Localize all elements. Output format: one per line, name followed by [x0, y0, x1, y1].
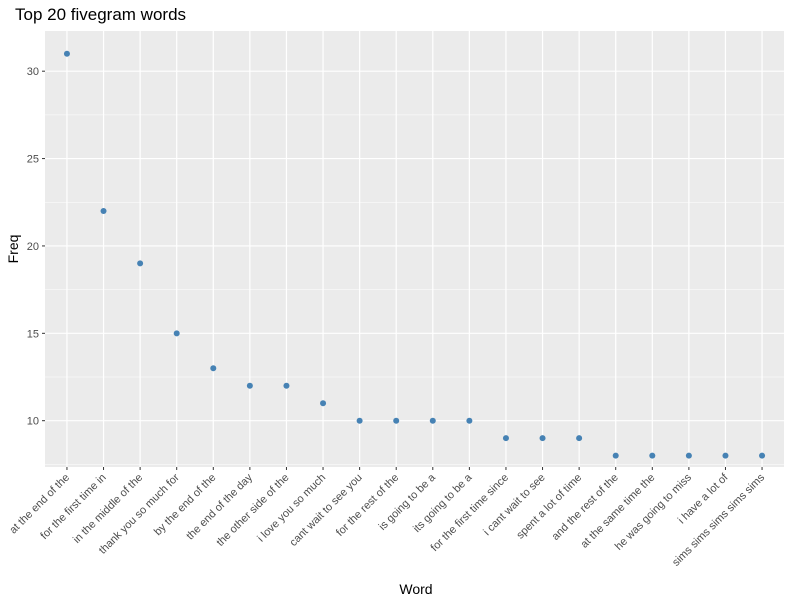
x-tick-label: spent a lot of time [514, 472, 584, 542]
data-point [649, 452, 656, 459]
data-point [137, 260, 144, 267]
major-grid [45, 31, 784, 467]
data-point [283, 382, 290, 389]
data-point [173, 330, 180, 337]
data-point [393, 417, 400, 424]
y-tick-label: 20 [27, 241, 39, 253]
data-point [466, 417, 473, 424]
x-tick-label: at the end of the [7, 472, 72, 537]
data-point [320, 400, 327, 407]
x-tick-label: in the middle of the [71, 472, 145, 546]
data-point [502, 435, 509, 442]
data-point [612, 452, 619, 459]
data-point [356, 417, 363, 424]
minor-grid [45, 114, 784, 465]
y-tick-label: 10 [27, 416, 39, 428]
x-tick-label: i love you so much [255, 472, 328, 545]
x-tick-label: i cant wait to see [481, 472, 547, 538]
data-point [100, 207, 107, 214]
data-point [210, 365, 217, 372]
y-tick-label: 15 [27, 328, 39, 340]
data-point [63, 50, 70, 57]
data-point [576, 435, 583, 442]
plot-panel [45, 31, 784, 467]
data-point [246, 382, 253, 389]
data-point [685, 452, 692, 459]
x-tick-label: the end of the day [184, 471, 255, 542]
x-tick-label: by the end of the [152, 472, 218, 538]
y-axis-title: Freq [5, 235, 21, 264]
x-tick-label: for the first time in [38, 472, 108, 542]
y-tick-label: 25 [27, 154, 39, 166]
y-axis: 10 15 20 25 30 [27, 66, 45, 428]
chart-title: Top 20 fivegram words [15, 5, 186, 24]
x-tick-label: and the rest of the [550, 472, 621, 543]
data-points [63, 50, 766, 459]
data-point [429, 417, 436, 424]
y-tick-label: 30 [27, 66, 39, 78]
x-tick-label: for the rest of the [334, 472, 401, 539]
data-point [722, 452, 729, 459]
data-point [539, 435, 546, 442]
x-axis-title: Word [399, 581, 432, 597]
data-point [759, 452, 766, 459]
